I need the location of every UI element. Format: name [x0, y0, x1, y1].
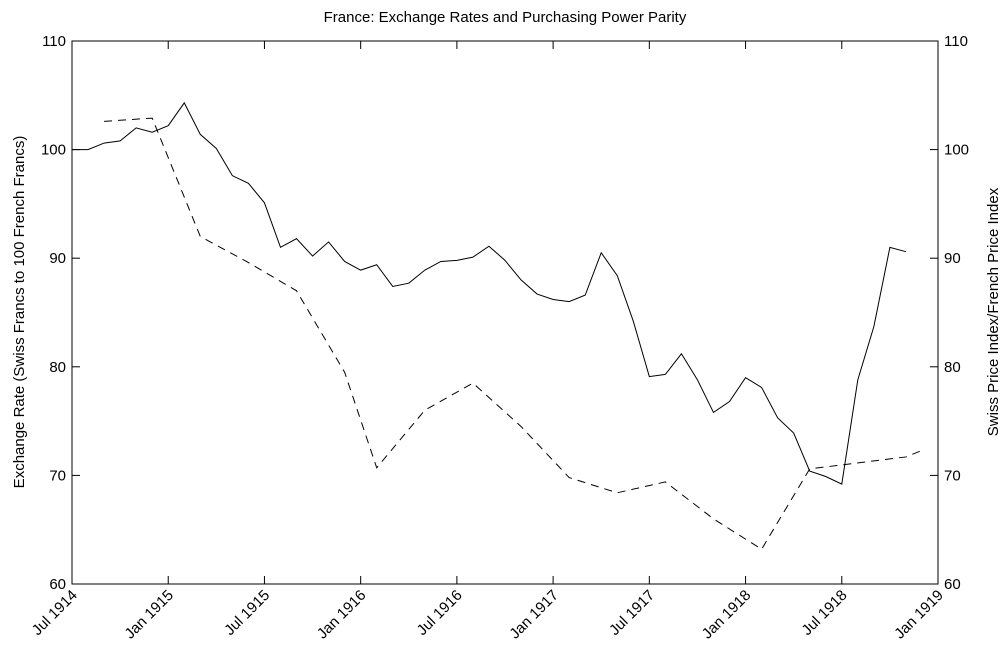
y2-tick-label: 110 — [944, 33, 968, 50]
y2-tick-label: 60 — [944, 576, 961, 593]
x-tick-label: Jan 1918 — [699, 587, 755, 643]
y-tick-label: 110 — [42, 33, 66, 50]
x-tick-label: Jul 1916 — [414, 587, 466, 639]
x-tick-label: Jan 1915 — [121, 587, 177, 643]
y2-axis-label: Swiss Price Index/French Price Index — [985, 187, 1002, 436]
x-tick-label: Jan 1917 — [506, 587, 562, 643]
y-tick-label: 90 — [49, 250, 66, 267]
y-tick-label: 60 — [49, 576, 66, 593]
solid-line — [72, 101, 907, 485]
y-tick-label: 70 — [49, 467, 66, 484]
x-tick-label: Jul 1917 — [606, 587, 658, 639]
y2-tick-label: 70 — [944, 467, 961, 484]
y2-tick-label: 90 — [944, 250, 961, 267]
dashed-line — [104, 117, 923, 550]
chart-title: France: Exchange Rates and Purchasing Po… — [324, 9, 687, 26]
x-tick-label: Jul 1915 — [221, 587, 273, 639]
x-tick-label: Jan 1916 — [314, 587, 370, 643]
x-tick-label: Jan 1919 — [891, 587, 947, 643]
x-tick-label: Jul 1914 — [29, 587, 81, 639]
y2-tick-label: 80 — [944, 359, 961, 376]
plot-frame — [71, 40, 939, 585]
y2-tick-label: 100 — [944, 142, 969, 159]
y-tick-label: 80 — [49, 359, 66, 376]
y-axis-label: Exchange Rate (Swiss Francs to 100 Frenc… — [11, 136, 28, 489]
x-tick-label: Jul 1918 — [798, 587, 850, 639]
y-tick-label: 100 — [41, 142, 66, 159]
